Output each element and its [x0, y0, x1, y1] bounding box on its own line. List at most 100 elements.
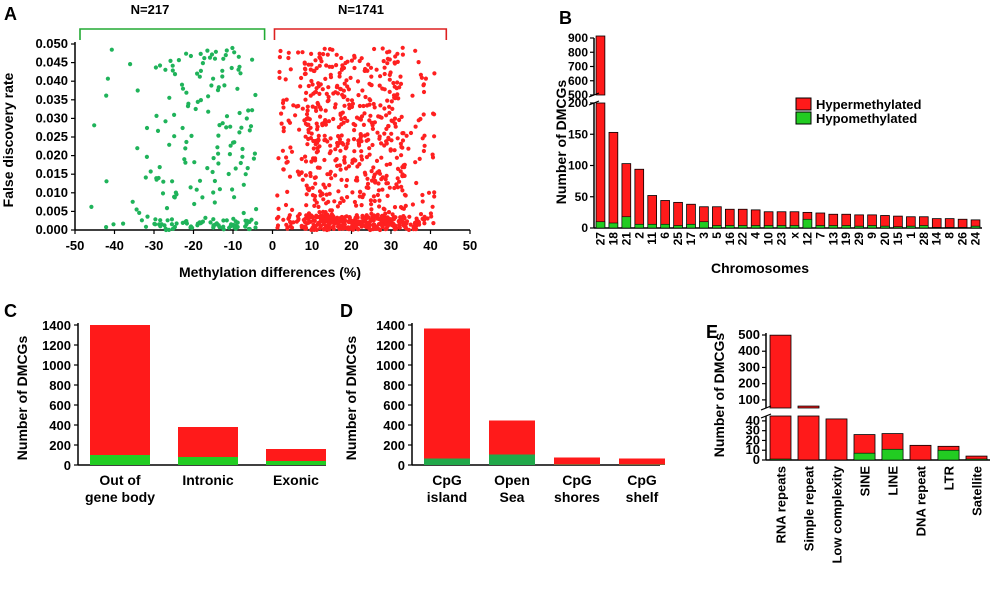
e-xtick-label: Satellite	[970, 466, 985, 516]
hypo-point	[205, 166, 210, 171]
hyper-point	[421, 148, 426, 154]
hyper-point	[325, 172, 330, 177]
b-bar-hypo	[608, 222, 619, 229]
hyper-point	[339, 177, 344, 182]
hypo-point	[254, 207, 259, 212]
hyper-point	[378, 74, 383, 79]
hypo-point	[245, 218, 250, 224]
b-xtick-label: 21	[619, 232, 633, 246]
b-xtick-label: 15	[891, 232, 905, 246]
hypo-point	[139, 218, 144, 223]
hypo-point	[243, 224, 248, 229]
hypo-point	[209, 83, 214, 88]
hypo-point	[198, 51, 203, 57]
hypo-point	[241, 182, 246, 187]
d-xtick-label: shores	[554, 489, 600, 505]
hyper-point	[400, 52, 405, 57]
hypo-point	[250, 57, 255, 62]
a-ytick-label: 0.010	[35, 185, 68, 200]
hyper-point	[408, 130, 414, 136]
hyper-point	[325, 99, 330, 104]
hyper-point	[398, 141, 403, 146]
hyper-point	[321, 52, 326, 57]
hyper-point	[418, 72, 423, 77]
hyper-point	[311, 215, 316, 220]
hyper-point	[335, 143, 340, 148]
hypo-point	[243, 172, 248, 177]
hypo-point	[220, 121, 225, 126]
b-bar-hypo	[738, 225, 748, 229]
b-bar-hyper-upper	[595, 35, 606, 96]
hyper-point	[413, 48, 418, 53]
hypo-point	[208, 220, 213, 225]
b-bar-hypo	[828, 225, 838, 229]
hyper-point	[290, 207, 295, 212]
b-bar-hypo	[699, 221, 709, 229]
hyper-point	[386, 210, 392, 215]
e-ytick-label: 500	[738, 327, 760, 342]
hyper-point	[362, 111, 367, 116]
hypo-point	[239, 125, 244, 130]
e-ytick-label: 0	[753, 452, 760, 467]
hyper-point	[350, 190, 355, 195]
hyper-point	[386, 123, 391, 129]
hyper-point	[317, 222, 322, 227]
hyper-point	[406, 227, 411, 232]
hyper-point	[342, 115, 347, 121]
hyper-point	[369, 211, 374, 216]
hyper-point	[360, 215, 365, 220]
hyper-point	[328, 143, 333, 148]
a-xtick-label: -50	[66, 238, 85, 253]
hyper-point	[305, 214, 311, 219]
hyper-point	[395, 136, 400, 141]
hypo-point	[145, 214, 150, 219]
hyper-point	[314, 66, 319, 71]
hyper-point	[402, 192, 407, 197]
d-ytick-label: 1000	[376, 358, 405, 373]
hyper-point	[303, 134, 308, 139]
hypo-point	[165, 218, 170, 223]
hyper-point	[377, 198, 382, 203]
hyper-point	[318, 217, 324, 222]
hyper-point	[276, 206, 281, 211]
hypo-point	[160, 191, 166, 196]
hyper-point	[353, 123, 358, 128]
hyper-point	[281, 105, 286, 110]
hypo-point	[211, 156, 216, 161]
hypo-point	[212, 178, 217, 184]
hyper-point	[327, 64, 332, 69]
hypo-point	[235, 220, 240, 225]
hyper-point	[430, 155, 436, 160]
b-xlabel: Chromosomes	[711, 260, 809, 276]
c-xtick-label: Intronic	[182, 472, 234, 488]
hyper-point	[310, 225, 315, 230]
hyper-point	[423, 76, 428, 81]
hyper-point	[420, 192, 425, 198]
hyper-point	[357, 143, 362, 148]
hyper-point	[312, 203, 317, 208]
hypo-point	[179, 82, 185, 87]
hypo-point	[240, 154, 245, 159]
hyper-point	[432, 190, 437, 195]
hyper-point	[382, 71, 387, 77]
hyper-point	[342, 94, 347, 99]
b-xtick-label: 12	[800, 232, 814, 246]
hyper-point	[365, 103, 370, 108]
hyper-point	[410, 93, 415, 98]
e-bar-hyper	[797, 415, 820, 461]
b-xtick-label: 25	[671, 232, 685, 246]
hyper-point	[284, 222, 289, 227]
hyper-point	[398, 74, 403, 79]
hypo-point	[104, 179, 109, 184]
hypo-point	[211, 217, 216, 222]
hypo-point	[224, 218, 229, 223]
hyper-point	[389, 99, 394, 104]
hypo-point	[237, 110, 242, 116]
hyper-point	[321, 182, 326, 187]
hyper-point	[314, 150, 319, 155]
hypo-point	[184, 51, 189, 56]
hyper-point	[315, 100, 320, 106]
hypo-point	[89, 204, 94, 209]
hyper-point	[422, 217, 427, 223]
hyper-point	[337, 137, 343, 142]
